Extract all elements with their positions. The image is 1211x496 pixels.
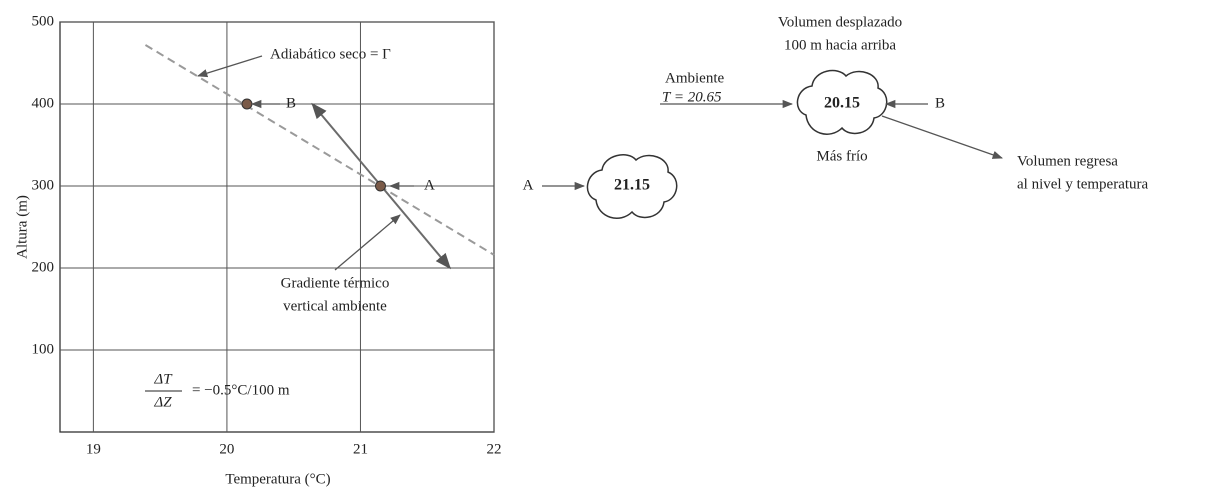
y-tick-label: 400 <box>32 95 55 111</box>
equation-numerator: ΔT <box>153 371 173 387</box>
displaced-text: 100 m hacia arriba <box>784 37 896 53</box>
x-tick-label: 22 <box>487 441 502 457</box>
parcel-temperature: 21.15 <box>614 177 650 194</box>
parcel-label: B <box>935 95 945 111</box>
y-tick-label: 500 <box>32 13 55 29</box>
annotation: A <box>424 177 435 193</box>
annotation: B <box>286 95 296 111</box>
y-tick-label: 300 <box>32 177 55 193</box>
figure: 100 200 300 400 500 19 20 21 22 Altura (m) Tempe… <box>0 0 1211 496</box>
environment-label: Ambiente <box>665 70 724 86</box>
y-axis-label: Altura (m) <box>14 195 30 259</box>
x-axis-label: Temperatura (°C) <box>225 471 330 487</box>
pointer <box>198 56 262 76</box>
environment-temp: T = 20.65 <box>662 89 722 105</box>
parcel-label: A <box>523 177 534 193</box>
data-point <box>242 99 252 109</box>
x-tick-label: 19 <box>86 441 101 457</box>
y-tick-label: 100 <box>32 341 55 357</box>
equation-denominator: ΔZ <box>153 394 172 410</box>
parcel-temperature: 20.15 <box>824 95 860 112</box>
x-tick-label: 21 <box>353 441 368 457</box>
y-tick-label: 200 <box>32 259 55 275</box>
data-point <box>375 181 385 191</box>
pointer <box>335 215 400 270</box>
cooler-note: Más frío <box>816 148 867 164</box>
annotation: Gradiente térmico <box>281 275 390 291</box>
plot-frame <box>60 22 494 432</box>
returns-text: Volumen regresa <box>1017 153 1118 169</box>
returns-text: al nivel y temperatura <box>1017 176 1149 192</box>
x-tick-label: 20 <box>219 441 234 457</box>
series-line <box>145 45 494 255</box>
annotation: Adiabático seco = Γ <box>270 46 391 62</box>
displaced-text: Volumen desplazado <box>778 14 902 30</box>
annotation: vertical ambiente <box>283 298 387 314</box>
arrow <box>882 116 1002 158</box>
equation-rhs: = −0.5°C/100 m <box>192 382 290 398</box>
